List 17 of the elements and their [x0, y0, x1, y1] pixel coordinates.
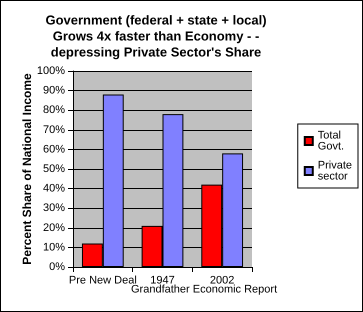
y-tick-label: 60%: [42, 143, 66, 156]
y-tick-label: 30%: [42, 202, 66, 214]
y-tick-label: 50%: [42, 163, 66, 175]
y-tick-label: 100%: [36, 65, 66, 77]
y-tick-label: 80%: [42, 104, 66, 116]
y-tick-label: 20%: [42, 222, 66, 234]
legend-label: Total Govt.: [318, 130, 344, 152]
chart-title: Government (federal + state + local) Grows 4x faster than Economy - - depressing Private Sector's Share: [45, 12, 267, 60]
text: Grandfather Economic Report: [130, 284, 278, 296]
y-tick-label: 10%: [42, 241, 66, 254]
x-tick-label: 2002: [210, 274, 234, 286]
y-tick-label: 0%: [49, 261, 66, 273]
legend-label: Private sector: [318, 160, 352, 182]
y-tick-label: 90%: [42, 84, 66, 97]
y-tick-label: 70%: [42, 124, 66, 136]
y-tick-label: 40%: [42, 182, 66, 195]
y-axis-title: Percent Share of National Income: [20, 72, 34, 265]
